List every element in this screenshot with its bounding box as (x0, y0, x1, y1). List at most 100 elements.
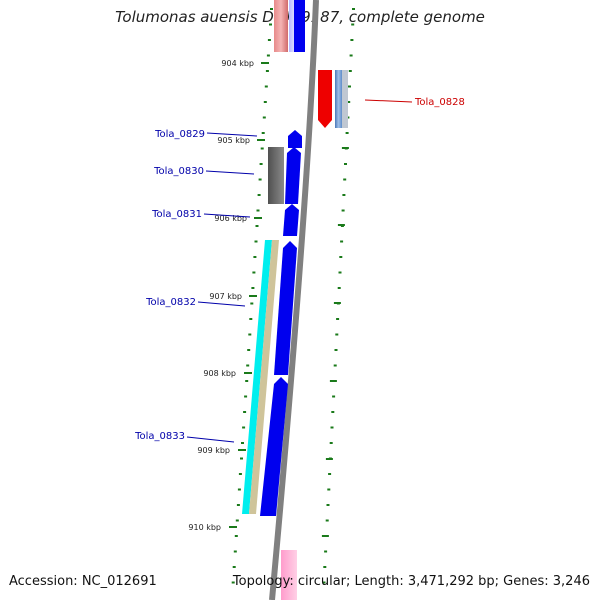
minor-tick (249, 318, 253, 320)
gene-label-tola-0828[interactable]: Tola_0828 (414, 97, 465, 108)
minor-tick (351, 23, 355, 26)
minor-tick (329, 442, 333, 444)
minor-tick (233, 550, 237, 553)
minor-tick (340, 240, 344, 243)
minor-tick (352, 8, 355, 10)
gene-arrow-tola-0831[interactable] (283, 204, 299, 236)
minor-tick (332, 395, 336, 398)
minor-tick (322, 581, 326, 584)
minor-tick (240, 457, 243, 460)
minor-tick (263, 101, 267, 103)
minor-tick (238, 473, 242, 475)
gene-label-tola-0831[interactable]: Tola_0831 (151, 209, 202, 220)
tan-feature (249, 240, 279, 514)
leader-line-tola-0830 (205, 170, 255, 175)
genome-backbone (269, 0, 319, 600)
minor-tick (341, 209, 345, 212)
kbp-ruler: 904 kbp 905 kbp 906 kbp 907 kbp 908 kbp … (188, 59, 269, 532)
ruler-label-906: 906 kbp (214, 214, 247, 223)
minor-tick (235, 519, 239, 522)
minor-tick (253, 256, 257, 258)
minor-tick (327, 488, 331, 491)
minor-tick (350, 39, 354, 41)
gene-labels: Tola_0828 Tola_0829 Tola_0830 Tola_0831 … (134, 97, 465, 443)
outer-major-tick (341, 147, 349, 149)
ruler-tick (238, 449, 246, 451)
leader-line-tola-0829 (206, 132, 258, 137)
bottom-pink-feature (281, 550, 297, 600)
gene-arrow-tola-0833[interactable] (260, 377, 288, 516)
minor-tick (237, 488, 241, 491)
minor-tick (333, 364, 337, 367)
minor-tick (246, 364, 250, 367)
minor-tick (337, 287, 341, 289)
minor-tick (245, 380, 249, 382)
minor-tick (348, 85, 351, 88)
ruler-label-910: 910 kbp (188, 523, 221, 532)
minor-tick (269, 23, 272, 26)
gene-label-tola-0832[interactable]: Tola_0832 (145, 297, 196, 308)
cyan-feature (242, 240, 272, 514)
minor-tick (247, 349, 251, 351)
leader-line-tola-0832 (197, 301, 246, 307)
steelblue-feature (335, 70, 342, 128)
minor-tick (324, 550, 328, 553)
gene-arrow-tola-0832[interactable] (274, 241, 297, 375)
genome-summary-text: Topology: circular; Length: 3,471,292 bp… (232, 574, 590, 589)
minor-tick (250, 302, 254, 305)
leader-line-tola-0831 (203, 213, 251, 218)
ruler-label-905: 905 kbp (217, 136, 250, 145)
ruler-tick (249, 295, 257, 297)
outer-major-tick (329, 380, 337, 382)
minor-tick (325, 519, 329, 522)
leader-line-tola-0833 (186, 436, 235, 443)
minor-tick (234, 535, 238, 537)
minor-tick (267, 39, 271, 41)
outer-major-tick (321, 535, 329, 537)
minor-tick (335, 333, 339, 336)
gene-arrow-tola-0829[interactable] (288, 130, 302, 148)
minor-tick (330, 426, 334, 429)
ruler-label-909: 909 kbp (197, 446, 230, 455)
top-lavender-feature (289, 0, 294, 52)
ruler-label-904: 904 kbp (221, 59, 254, 68)
minor-tick (265, 70, 269, 72)
minor-tick (257, 194, 261, 196)
minor-tick (248, 333, 252, 336)
minor-tick (242, 426, 246, 429)
minor-tick (244, 395, 248, 398)
minor-tick (259, 163, 263, 165)
gene-arrow-tola-0828[interactable] (318, 70, 332, 128)
minor-tick (251, 287, 255, 289)
minor-tick (270, 8, 273, 10)
ruler-tick (254, 217, 262, 219)
minor-tick (264, 85, 268, 88)
minor-tick (252, 271, 256, 274)
outer-major-tick (325, 458, 333, 460)
minor-tick (328, 473, 332, 475)
outer-major-tick (337, 224, 345, 226)
gene-label-tola-0830[interactable]: Tola_0830 (153, 166, 204, 177)
ruler-tick (257, 139, 265, 141)
gray-feature (268, 147, 284, 204)
minor-tick (349, 54, 353, 57)
minor-tick (266, 54, 270, 57)
ruler-tick (261, 62, 269, 64)
ruler-label-908: 908 kbp (203, 369, 236, 378)
minor-tick (336, 318, 340, 320)
gene-label-tola-0833[interactable]: Tola_0833 (134, 431, 185, 442)
gene-label-tola-0829[interactable]: Tola_0829 (154, 129, 205, 140)
minor-tick (348, 70, 352, 72)
minor-tick (255, 225, 259, 227)
ruler-label-907: 907 kbp (209, 292, 242, 301)
minor-tick (338, 271, 342, 274)
accession-text: Accession: NC_012691 (9, 574, 157, 589)
gene-arrow-tola-0830[interactable] (285, 147, 301, 204)
minor-tick (262, 116, 266, 119)
minor-tick (243, 411, 247, 413)
top-red-feature (274, 0, 288, 52)
outer-major-tick (333, 302, 341, 304)
ruler-tick (244, 372, 252, 374)
